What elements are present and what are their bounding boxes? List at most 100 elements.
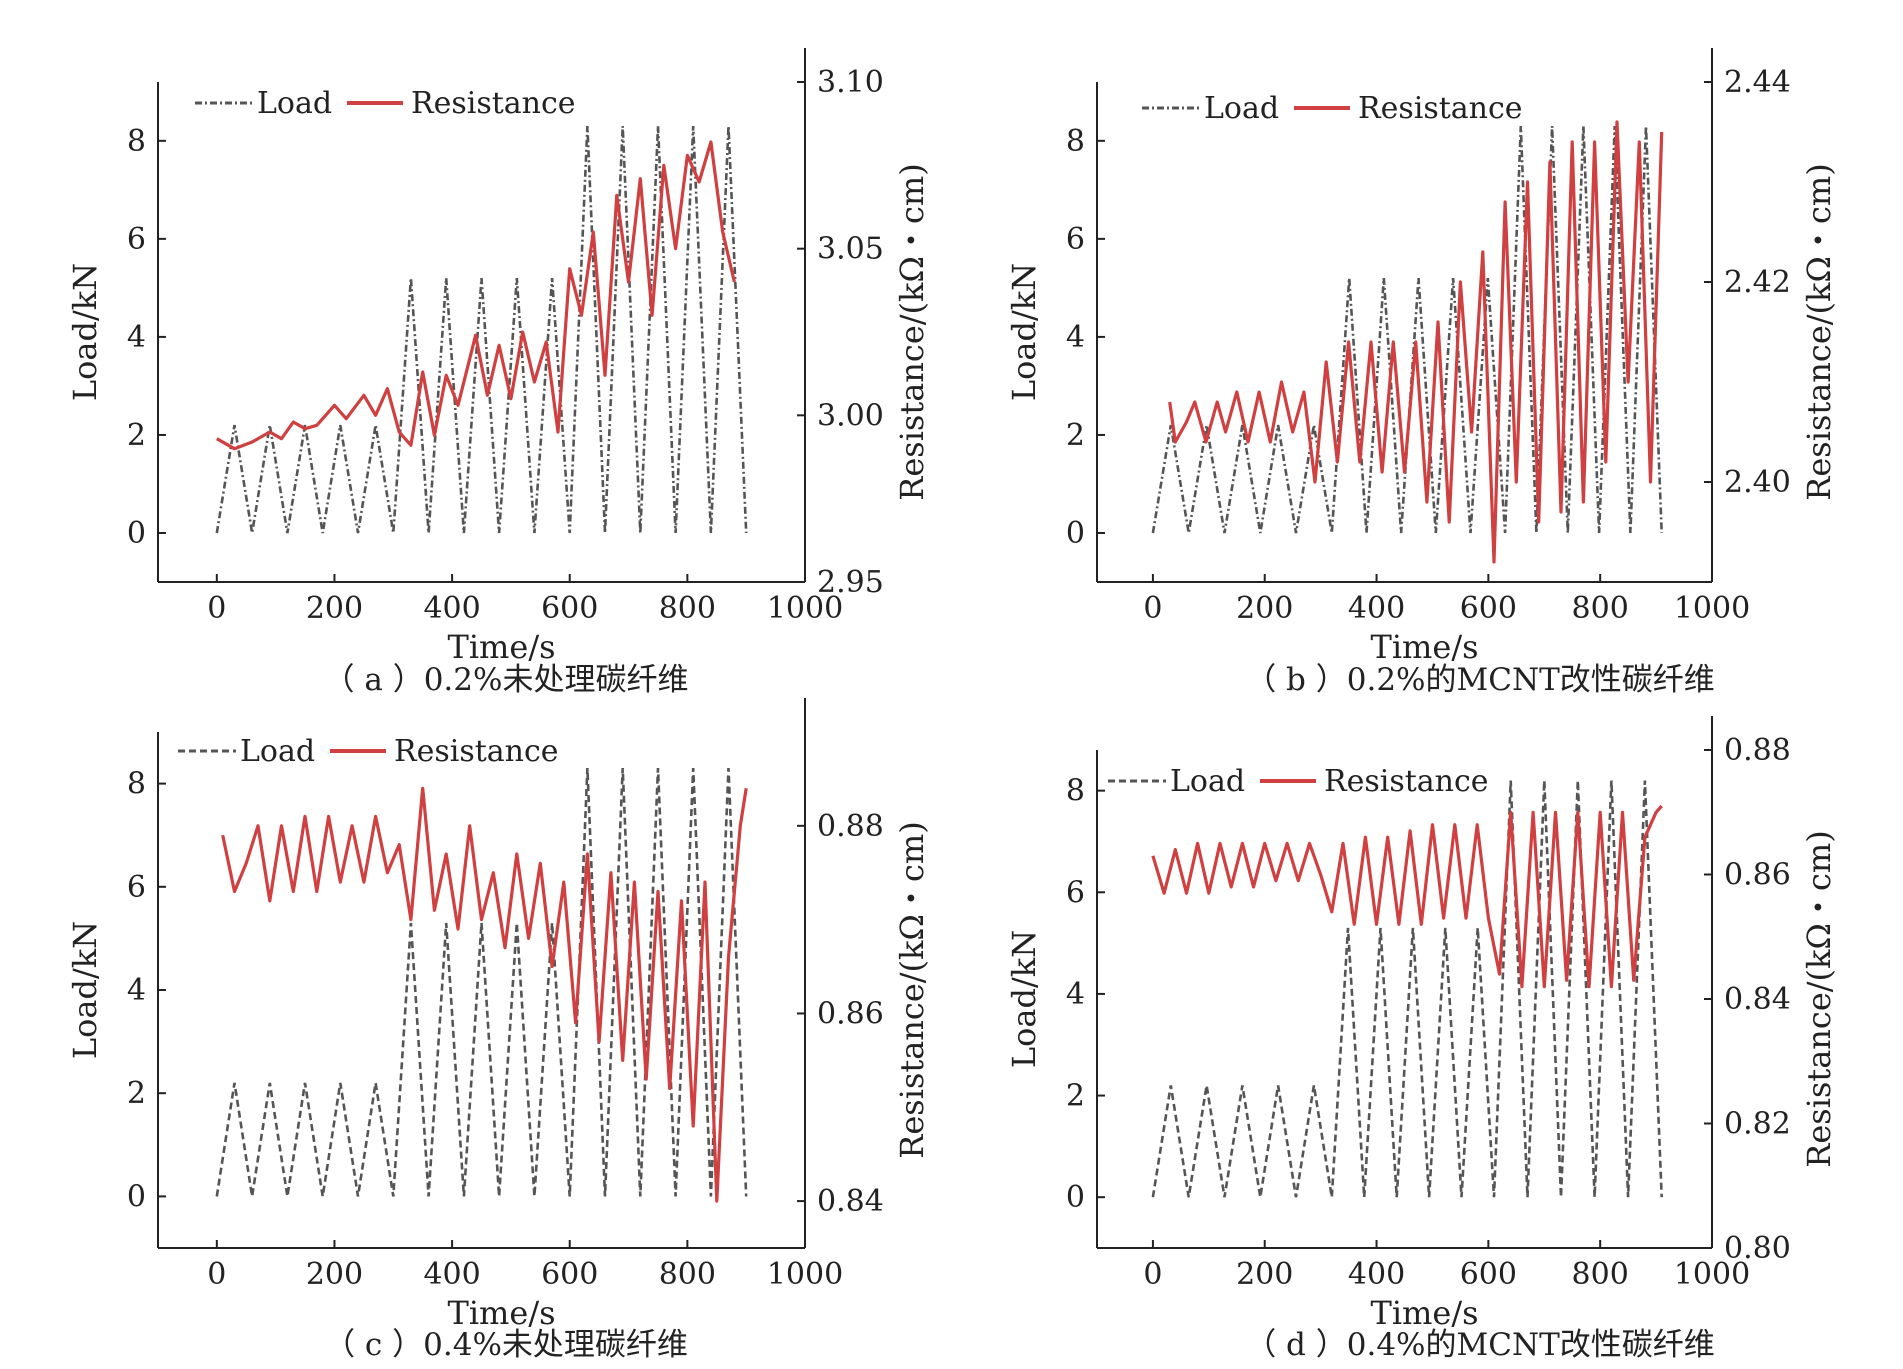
x-axis-label: Time/s [447,1294,555,1332]
load-series-line [215,768,748,1197]
legend-resistance-label: Resistance [1324,764,1489,799]
legend-resistance-label: Resistance [1358,91,1523,126]
x-axis-label: Time/s [447,628,555,666]
x-tick-label: 600 [1460,1257,1517,1292]
y2-tick-label: 2.40 [1724,465,1791,500]
x-tick-label: 0 [207,1257,226,1292]
x-tick-label: 200 [306,591,363,626]
load-series-line [215,126,748,534]
y2-tick-label: 0.82 [1724,1107,1791,1142]
y2-tick-label: 3.00 [817,398,884,433]
y2-axis-label: Resistance/(kΩ・cm) [1800,830,1838,1167]
x-tick-label: 200 [1236,1257,1293,1292]
x-tick-label: 0 [207,591,226,626]
x-tick-label: 1000 [767,591,843,626]
y-tick-label: 0 [127,516,146,551]
y-tick-label: 4 [127,320,146,355]
y2-tick-label: 2.42 [1724,265,1791,300]
panel-c: 0 200 400 600 800 1000 0 2 4 6 8 0.84 0.86 0.88 Time/s… [66,698,931,1363]
y-tick-label: 8 [127,767,146,802]
y2-axis-label: Resistance/(kΩ・cm) [1800,163,1838,500]
y-axis-label: Load/kN [1005,263,1043,401]
x-tick-label: 400 [423,1257,480,1292]
legend: Load Resistance [195,86,576,121]
legend-load-label: Load [257,86,332,121]
panel-caption: （ d ）0.4%的MCNT改性碳纤维 [1245,1327,1715,1363]
y-tick-label: 0 [1066,1180,1085,1215]
legend-resistance-label: Resistance [411,86,576,121]
y-tick-label: 4 [1066,977,1085,1012]
legend: Load Resistance [1142,91,1523,126]
y2-tick-label: 2.44 [1724,65,1791,100]
y-tick-label: 6 [1066,222,1085,257]
x-tick-label: 1000 [1674,1257,1750,1292]
x-tick-label: 400 [1348,591,1405,626]
y2-axis-label: Resistance/(kΩ・cm) [893,821,931,1158]
resistance-series-line [1151,804,1663,989]
panel-caption: （ c ）0.4%未处理碳纤维 [324,1327,688,1363]
y2-tick-label: 0.86 [817,996,884,1031]
x-tick-label: 400 [1348,1257,1405,1292]
y2-tick-label: 0.88 [1724,733,1791,768]
y-tick-label: 2 [127,1076,146,1111]
legend: Load Resistance [1108,764,1489,799]
panel-caption: （ b ）0.2%的MCNT改性碳纤维 [1245,662,1715,698]
panel-caption: （ a ）0.2%未处理碳纤维 [324,662,689,698]
panel-d: 0 200 400 600 800 1000 0 2 4 6 8 0.80 0.82 0.84 0.86 0.… [1005,716,1838,1363]
y-tick-label: 2 [1066,418,1085,453]
x-tick-label: 600 [1460,591,1517,626]
panel-b: 0 200 400 600 800 1000 0 2 4 6 8 2.40 2.42 2.44 Time/s… [1005,48,1838,698]
x-axis-label: Time/s [1370,628,1478,666]
y2-tick-label: 0.84 [817,1184,884,1219]
y-tick-label: 8 [127,124,146,159]
legend-load-label: Load [1170,764,1245,799]
legend-load-label: Load [240,734,315,769]
y2-tick-label: 0.88 [817,809,884,844]
y2-tick-label: 0.84 [1724,982,1791,1017]
x-tick-label: 800 [1572,591,1629,626]
x-tick-label: 600 [541,591,598,626]
y-tick-label: 8 [1066,124,1085,159]
y2-tick-label: 0.86 [1724,858,1791,893]
y2-tick-label: 2.95 [817,565,884,600]
y-tick-label: 6 [127,222,146,257]
x-tick-label: 0 [1143,1257,1162,1292]
resistance-series-line [1168,120,1664,564]
x-tick-label: 400 [423,591,480,626]
y-tick-label: 4 [1066,320,1085,355]
y-tick-label: 2 [1066,1079,1085,1114]
x-tick-label: 0 [1143,591,1162,626]
y2-tick-label: 0.80 [1724,1231,1791,1266]
legend: Load Resistance [178,734,559,769]
y2-tick-label: 3.10 [817,65,884,100]
x-tick-label: 1000 [767,1257,843,1292]
x-tick-label: 600 [541,1257,598,1292]
y2-tick-label: 3.05 [817,232,884,267]
y-tick-label: 6 [127,870,146,905]
panel-a: 0 200 400 600 800 1000 0 2 4 6 8 2.95 3.00 3.05 3.10 Ti… [66,48,931,698]
x-tick-label: 800 [659,1257,716,1292]
y2-axis-label: Resistance/(kΩ・cm) [893,163,931,500]
x-tick-label: 200 [1236,591,1293,626]
x-tick-label: 1000 [1674,591,1750,626]
resistance-series-line [216,140,736,451]
legend-load-label: Load [1204,91,1279,126]
y-tick-label: 8 [1066,774,1085,809]
y-tick-label: 6 [1066,875,1085,910]
resistance-series-line [221,786,748,1203]
legend-resistance-label: Resistance [394,734,559,769]
y-axis-label: Load/kN [66,263,104,401]
y-tick-label: 2 [127,418,146,453]
x-tick-label: 800 [659,591,716,626]
x-axis-label: Time/s [1370,1294,1478,1332]
load-series-line [1151,126,1663,534]
y-tick-label: 0 [1066,516,1085,551]
x-tick-label: 200 [306,1257,363,1292]
y-tick-label: 4 [127,973,146,1008]
y-tick-label: 0 [127,1179,146,1214]
x-tick-label: 800 [1572,1257,1629,1292]
load-series-line [1151,780,1663,1198]
y-axis-label: Load/kN [1005,930,1043,1068]
y-axis-label: Load/kN [66,921,104,1059]
